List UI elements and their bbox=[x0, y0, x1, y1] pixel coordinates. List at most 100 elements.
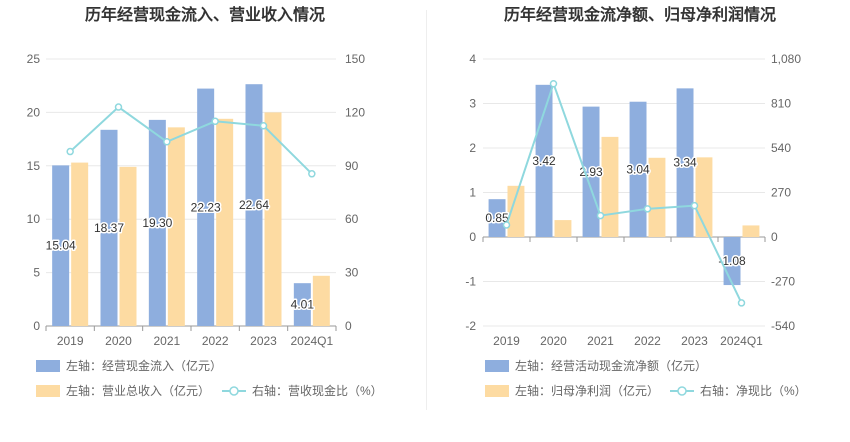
bar-primary bbox=[100, 129, 118, 326]
bar-secondary bbox=[554, 220, 572, 237]
bar-secondary bbox=[507, 185, 525, 237]
right-axis-tick-label: -270 bbox=[771, 275, 795, 289]
series-point bbox=[690, 201, 699, 210]
left-axis-tick-label: 10 bbox=[27, 212, 41, 226]
right-axis-tick-label: 810 bbox=[771, 97, 791, 111]
legend-swatch-marker bbox=[677, 386, 687, 396]
left-axis-tick-label: 0 bbox=[33, 319, 40, 333]
data-label: 3.42 bbox=[532, 154, 556, 168]
legend-swatch-bar bbox=[36, 385, 60, 397]
category-label: 2021 bbox=[153, 334, 180, 348]
bar-primary bbox=[488, 199, 506, 237]
category-label: 2024Q1 bbox=[720, 334, 763, 348]
category-label: 2020 bbox=[540, 334, 567, 348]
data-label: 18.37 bbox=[94, 221, 124, 235]
left-axis-tick-label: -2 bbox=[465, 319, 476, 333]
bar-secondary bbox=[216, 118, 234, 326]
left-axis-tick-label: 15 bbox=[27, 159, 41, 173]
left-axis-tick-label: 3 bbox=[469, 97, 476, 111]
right-axis-tick-label: 120 bbox=[345, 105, 365, 119]
left-axis-tick-label: 0 bbox=[469, 230, 476, 244]
data-label: -1.08 bbox=[718, 254, 746, 268]
category-label: 2024Q1 bbox=[290, 334, 333, 348]
series-point bbox=[737, 299, 746, 307]
bar-secondary bbox=[648, 157, 666, 237]
right-axis-tick-label: 540 bbox=[771, 141, 791, 155]
series-point bbox=[596, 211, 605, 220]
category-label: 2021 bbox=[587, 334, 614, 348]
left-axis-tick-label: 1 bbox=[469, 186, 476, 200]
series-line bbox=[505, 80, 743, 304]
bar-secondary bbox=[601, 136, 619, 237]
bar-primary bbox=[676, 88, 694, 238]
right-axis-tick-label: 30 bbox=[345, 266, 359, 280]
series-line bbox=[69, 105, 313, 175]
category-label: 2023 bbox=[681, 334, 708, 348]
bar-secondary bbox=[312, 275, 330, 326]
series-point bbox=[502, 221, 511, 229]
bar-primary bbox=[148, 119, 166, 326]
bar-primary bbox=[245, 84, 263, 326]
chart-panel-1: 历年经营现金流入、营业收入情况 0 0 5 30 10 60 15 90 20 120 25 150 20… bbox=[27, 5, 383, 398]
series-point bbox=[643, 205, 652, 213]
left-axis-tick-label: -1 bbox=[465, 275, 476, 289]
legend-label: 左轴：经营现金流入（亿元） bbox=[66, 358, 222, 373]
right-axis-tick-label: -540 bbox=[771, 319, 795, 333]
bar-secondary bbox=[264, 112, 282, 327]
bar-secondary bbox=[71, 162, 89, 326]
right-axis-tick-label: 0 bbox=[771, 230, 778, 244]
category-label: 2020 bbox=[105, 334, 132, 348]
bar-primary bbox=[52, 165, 70, 326]
bar-primary bbox=[582, 106, 600, 238]
legend-swatch-bar bbox=[485, 360, 509, 372]
legend-swatch-marker bbox=[229, 386, 239, 396]
left-axis-tick-label: 2 bbox=[469, 141, 476, 155]
legend-label: 右轴：营收现金比（%） bbox=[252, 383, 383, 398]
data-label: 22.23 bbox=[191, 200, 221, 214]
series-point bbox=[259, 122, 268, 130]
right-axis-tick-label: 1,080 bbox=[771, 52, 801, 66]
data-label: 3.04 bbox=[626, 162, 650, 176]
left-axis-tick-label: 20 bbox=[27, 105, 41, 119]
data-label: 22.64 bbox=[239, 198, 269, 212]
series-point bbox=[66, 147, 74, 156]
bar-secondary bbox=[119, 166, 137, 326]
legend-swatch-bar bbox=[485, 385, 509, 397]
right-axis-tick-label: 150 bbox=[345, 52, 365, 66]
series-point bbox=[549, 79, 558, 88]
bar-secondary bbox=[167, 127, 185, 327]
data-label: 4.01 bbox=[291, 298, 315, 312]
bar-primary bbox=[197, 88, 215, 326]
bar-primary bbox=[293, 283, 311, 326]
series-point bbox=[114, 103, 123, 111]
left-axis-tick-label: 5 bbox=[33, 266, 40, 280]
bar-secondary bbox=[742, 225, 760, 237]
category-label: 2023 bbox=[250, 334, 277, 348]
bar-primary bbox=[629, 101, 647, 237]
legend-swatch-bar bbox=[36, 360, 60, 372]
category-label: 2019 bbox=[493, 334, 520, 348]
series-point bbox=[308, 170, 316, 178]
data-label: 3.34 bbox=[673, 156, 697, 170]
category-label: 2022 bbox=[634, 334, 661, 348]
legend-label: 左轴：归母净利润（亿元） bbox=[515, 383, 659, 398]
data-label: 19.30 bbox=[142, 216, 172, 230]
right-axis-tick-label: 270 bbox=[771, 186, 791, 200]
series-point bbox=[163, 138, 171, 146]
chart-title: 历年经营现金流入、营业收入情况 bbox=[85, 5, 325, 24]
chart-title: 历年经营现金流净额、归母净利润情况 bbox=[504, 5, 776, 24]
chart-panel-2: 历年经营现金流净额、归母净利润情况 -2 -540 -1 -270 0 0 1 270 2 540 3… bbox=[465, 5, 806, 398]
right-axis-tick-label: 0 bbox=[345, 319, 352, 333]
right-axis-tick-label: 90 bbox=[345, 159, 359, 173]
data-label: 15.04 bbox=[46, 239, 76, 253]
left-axis-tick-label: 4 bbox=[469, 52, 476, 66]
legend-label: 左轴：经营活动现金流净额（亿元） bbox=[515, 358, 707, 373]
panel-divider bbox=[426, 10, 427, 410]
data-label: 2.93 bbox=[579, 165, 603, 179]
legend-label: 右轴：净现比（%） bbox=[700, 383, 807, 398]
category-label: 2019 bbox=[57, 334, 84, 348]
series-point bbox=[211, 117, 219, 126]
right-axis-tick-label: 60 bbox=[345, 212, 359, 226]
